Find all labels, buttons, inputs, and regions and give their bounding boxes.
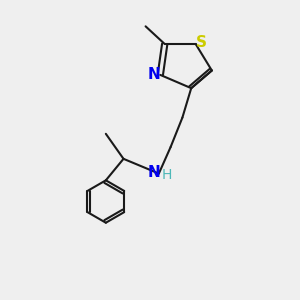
Text: N: N	[148, 68, 160, 82]
Text: N: N	[147, 165, 160, 180]
Text: H: H	[162, 168, 172, 182]
Text: S: S	[195, 35, 206, 50]
